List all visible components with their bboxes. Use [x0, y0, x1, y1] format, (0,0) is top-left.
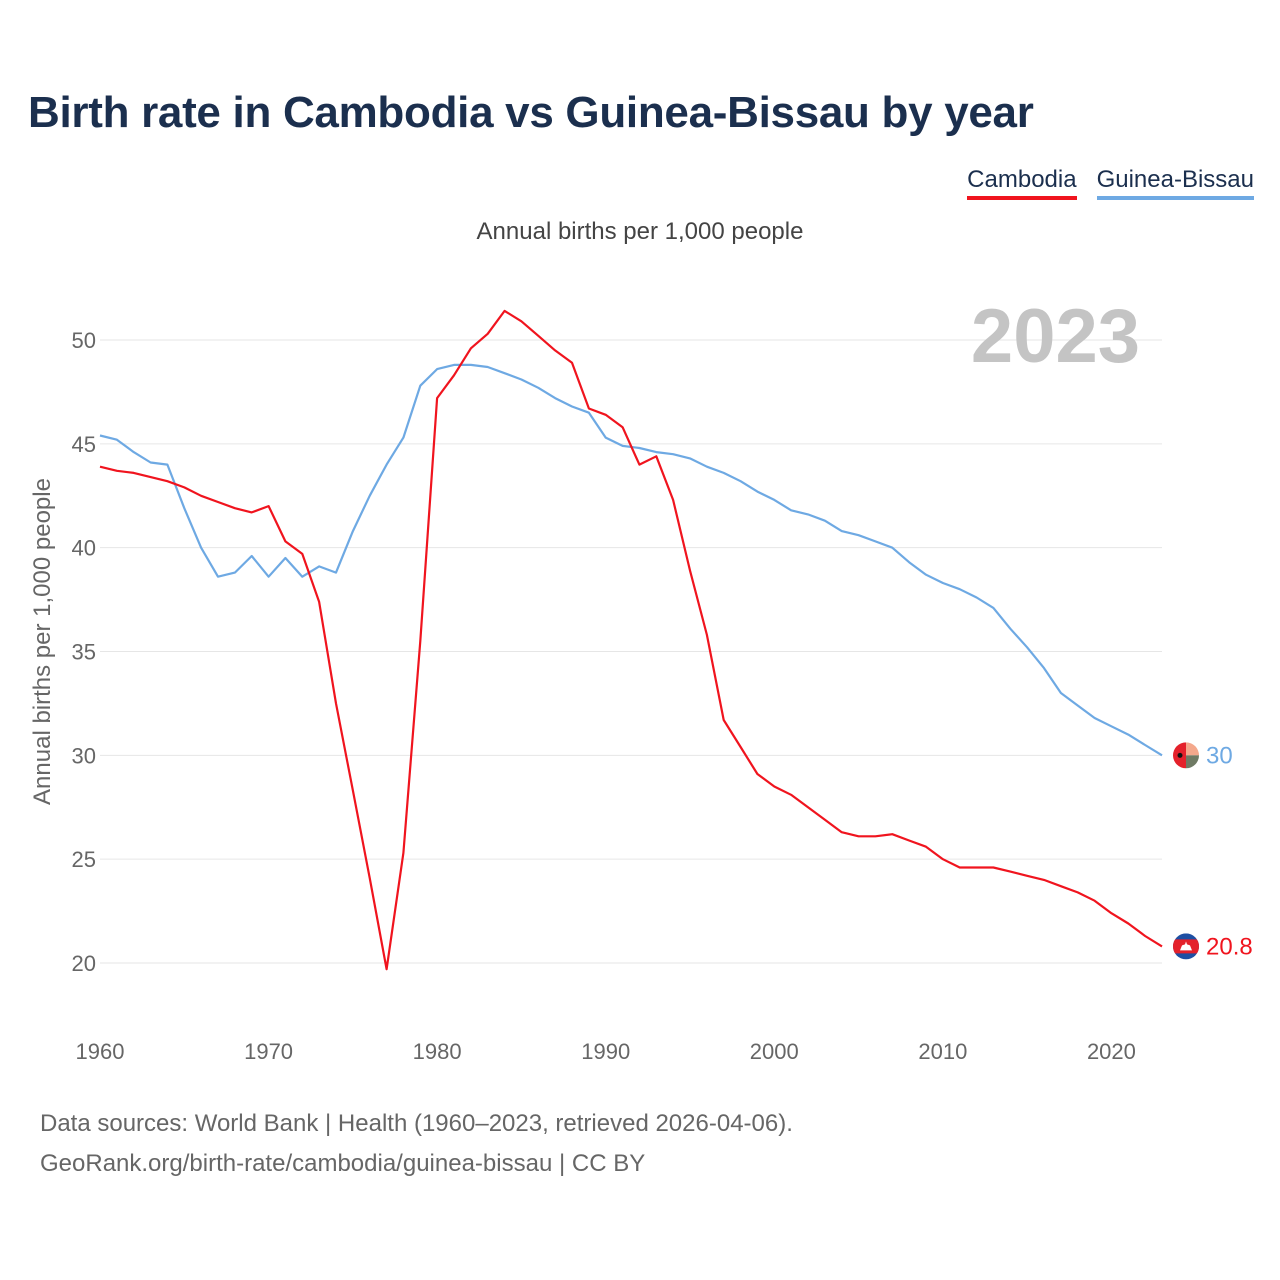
flag-icon-guinea-bissau	[1173, 742, 1199, 769]
y-tick-label-45: 45	[72, 432, 96, 457]
y-tick-label-20: 20	[72, 951, 96, 976]
legend: Cambodia Guinea-Bissau	[967, 166, 1254, 200]
end-label-guinea-bissau: 30	[1206, 742, 1233, 769]
year-watermark: 2023	[971, 294, 1140, 379]
legend-item-cambodia[interactable]: Cambodia	[967, 166, 1077, 200]
x-tick-label-1970: 1970	[244, 1039, 293, 1064]
footer: Data sources: World Bank | Health (1960–…	[40, 1104, 793, 1184]
chart-title: Birth rate in Cambodia vs Guinea-Bissau …	[28, 88, 1034, 137]
end-label-cambodia: 20.8	[1206, 933, 1253, 960]
y-tick-label-30: 30	[72, 743, 96, 768]
series-line-guinea-bissau	[99, 363, 1163, 757]
x-tick-label-1990: 1990	[581, 1039, 630, 1064]
y-tick-label-40: 40	[72, 536, 96, 561]
x-tick-label-1960: 1960	[76, 1039, 125, 1064]
x-tick-label-2000: 2000	[750, 1039, 799, 1064]
footer-source: Data sources: World Bank | Health (1960–…	[40, 1110, 793, 1137]
flag-icon-cambodia	[1173, 933, 1199, 960]
y-tick-label-35: 35	[72, 640, 96, 665]
y-tick-label-50: 50	[72, 328, 96, 353]
footer-url[interactable]: GeoRank.org/birth-rate/cambodia/guinea-b…	[40, 1150, 646, 1177]
series-line-cambodia	[99, 309, 1163, 971]
chart-subtitle: Annual births per 1,000 people	[476, 218, 804, 245]
x-tick-label-2020: 2020	[1087, 1039, 1136, 1064]
y-tick-label-25: 25	[72, 847, 96, 872]
legend-item-guinea-bissau[interactable]: Guinea-Bissau	[1096, 166, 1254, 200]
x-tick-label-2010: 2010	[918, 1039, 967, 1064]
y-axis-label: Annual births per 1,000 people	[29, 478, 56, 805]
x-tick-label-1980: 1980	[413, 1039, 462, 1064]
